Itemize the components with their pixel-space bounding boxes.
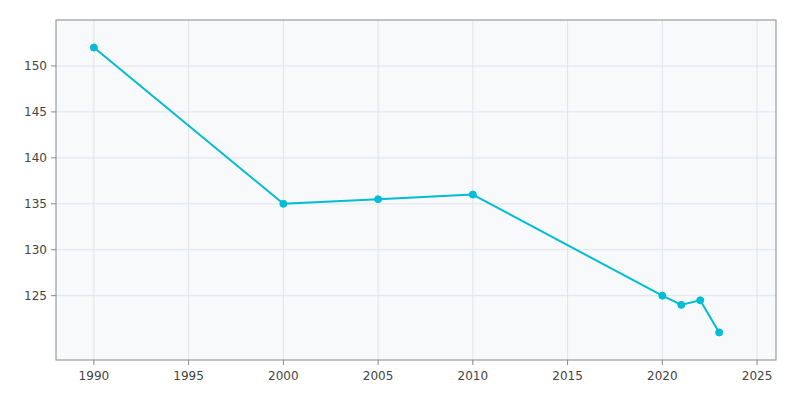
x-grid-line xyxy=(378,20,379,360)
x-tick-label: 2020 xyxy=(647,369,678,383)
x-tick-label: 1995 xyxy=(173,369,204,383)
x-tick-label: 2025 xyxy=(742,369,773,383)
x-grid-line xyxy=(567,20,568,360)
y-tick xyxy=(51,65,56,66)
y-tick xyxy=(51,203,56,204)
marker xyxy=(716,329,723,336)
y-grid-line xyxy=(56,65,776,66)
line xyxy=(94,48,719,333)
y-grid-line xyxy=(56,111,776,112)
marker xyxy=(659,292,666,299)
x-grid-line xyxy=(283,20,284,360)
x-tick xyxy=(188,360,189,365)
x-tick xyxy=(662,360,663,365)
y-tick-label: 140 xyxy=(24,151,47,165)
y-tick-label: 150 xyxy=(24,59,47,73)
chart-svg: 1990 1995 2000 2005 2010 2015 2020 2025 125 130 13… xyxy=(0,0,800,400)
x-grid-line xyxy=(188,20,189,360)
y-tick-label: 135 xyxy=(24,197,47,211)
x-tick-label: 2015 xyxy=(552,369,583,383)
x-tick-label: 2010 xyxy=(458,369,489,383)
axes: 1990 1995 2000 2005 2010 2015 2020 2025 125 130 13… xyxy=(24,20,776,383)
y-tick-label: 125 xyxy=(24,289,47,303)
plot-background xyxy=(56,20,776,360)
marker xyxy=(90,44,97,51)
plot-frame xyxy=(56,20,776,360)
y-grid-line xyxy=(56,295,776,296)
x-tick xyxy=(472,360,473,365)
y-grid-line xyxy=(56,157,776,158)
y-tick xyxy=(51,111,56,112)
marker xyxy=(375,196,382,203)
y-tick xyxy=(51,295,56,296)
marker xyxy=(280,200,287,207)
y-tick-label: 130 xyxy=(24,243,47,257)
x-tick xyxy=(567,360,568,365)
marker xyxy=(697,297,704,304)
x-tick-label: 2000 xyxy=(268,369,299,383)
x-grid-line xyxy=(662,20,663,360)
marker xyxy=(469,191,476,198)
grid xyxy=(56,20,776,360)
y-grid-line xyxy=(56,249,776,250)
series xyxy=(90,44,722,336)
marker xyxy=(678,301,685,308)
chart-container: 1990 1995 2000 2005 2010 2015 2020 2025 125 130 13… xyxy=(0,0,800,400)
x-tick xyxy=(93,360,94,365)
x-tick xyxy=(378,360,379,365)
x-tick xyxy=(283,360,284,365)
x-grid-line xyxy=(472,20,473,360)
x-tick-label: 2005 xyxy=(363,369,394,383)
x-tick xyxy=(757,360,758,365)
y-tick xyxy=(51,157,56,158)
x-tick-label: 1990 xyxy=(79,369,110,383)
x-grid-line xyxy=(757,20,758,360)
x-grid-line xyxy=(93,20,94,360)
y-grid-line xyxy=(56,203,776,204)
y-tick-label: 145 xyxy=(24,105,47,119)
y-tick xyxy=(51,249,56,250)
